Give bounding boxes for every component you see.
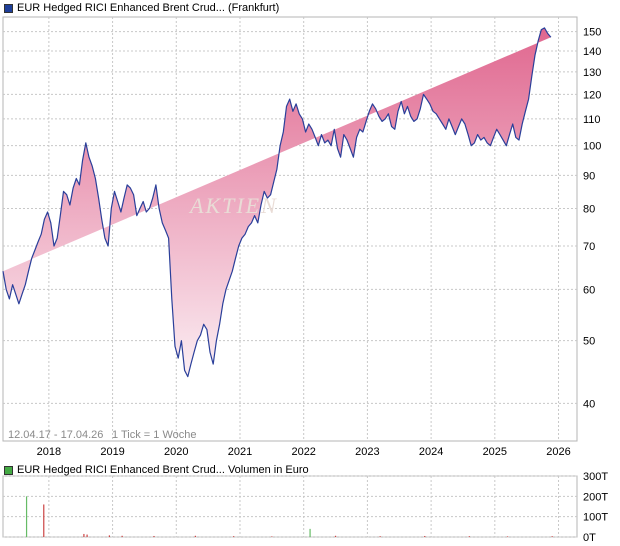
x-tick-label: 2025 [483, 446, 507, 458]
volume-bar [271, 536, 273, 537]
volume-bar [83, 533, 85, 537]
price-panel: 40 50 60 70 80 90 100 110 120 130 140 150 2018 2019 20… [2, 16, 601, 458]
volume-legend-label: EUR Hedged RICI Enhanced Brent Crud... V… [17, 464, 309, 476]
price-legend-label: EUR Hedged RICI Enhanced Brent Crud... (… [17, 2, 280, 14]
x-tick-label: 2021 [228, 446, 252, 458]
y-tick-label: 120 [583, 89, 601, 101]
volume-bar [43, 504, 45, 537]
price-series-line [2, 27, 552, 378]
y-tick-label: 50 [583, 336, 595, 348]
volume-bar [334, 535, 337, 537]
y-tick-label: 60 [583, 284, 595, 296]
volume-bar [108, 535, 110, 537]
price-legend-swatch [4, 3, 13, 13]
volume-bar [468, 536, 470, 537]
volume-panel: 0T 100T 200T 300T [2, 471, 608, 544]
x-tick-label: 2023 [355, 446, 379, 458]
volume-bar [233, 536, 235, 537]
volume-y-tick-label: 100T [583, 512, 608, 524]
y-tick-label: 100 [583, 141, 601, 153]
y-tick-label: 80 [583, 203, 595, 215]
volume-bar [551, 536, 553, 537]
footer-tick-info: 1 Tick = 1 Woche [112, 429, 196, 441]
x-tick-label: 2019 [100, 446, 124, 458]
volume-bar [194, 535, 196, 537]
x-tick-label: 2022 [291, 446, 315, 458]
x-tick-label: 2026 [546, 446, 570, 458]
volume-bar [121, 535, 123, 537]
x-tick-label: 2024 [419, 446, 443, 458]
y-tick-label: 70 [583, 241, 595, 253]
price-legend: EUR Hedged RICI Enhanced Brent Crud... (… [4, 1, 279, 15]
y-tick-label: 90 [583, 170, 595, 182]
price-area-fill [3, 27, 551, 377]
y-tick-label: 110 [583, 114, 601, 126]
volume-bar [379, 536, 381, 537]
volume-bar [506, 536, 509, 537]
footer-date-range: 12.04.17 - 17.04.26 [8, 429, 103, 441]
volume-legend: EUR Hedged RICI Enhanced Brent Crud... V… [4, 463, 309, 477]
y-tick-label: 130 [583, 67, 601, 79]
y-tick-label: 140 [583, 46, 601, 58]
volume-legend-swatch [4, 465, 13, 475]
volume-bar [153, 535, 155, 537]
volume-y-tick-label: 200T [583, 491, 608, 503]
volume-bar [25, 496, 28, 537]
volume-plot-frame [2, 475, 578, 538]
y-tick-label: 150 [583, 27, 601, 39]
watermark-text: AKTIEN [188, 193, 278, 218]
volume-bar [424, 535, 426, 537]
volume-bar [309, 528, 311, 537]
y-tick-label: 40 [583, 398, 595, 410]
volume-bar [86, 534, 88, 537]
x-tick-label: 2020 [164, 446, 188, 458]
volume-y-tick-label: 300T [583, 471, 608, 483]
volume-y-tick-label: 0T [583, 532, 596, 544]
x-tick-label: 2018 [37, 446, 61, 458]
